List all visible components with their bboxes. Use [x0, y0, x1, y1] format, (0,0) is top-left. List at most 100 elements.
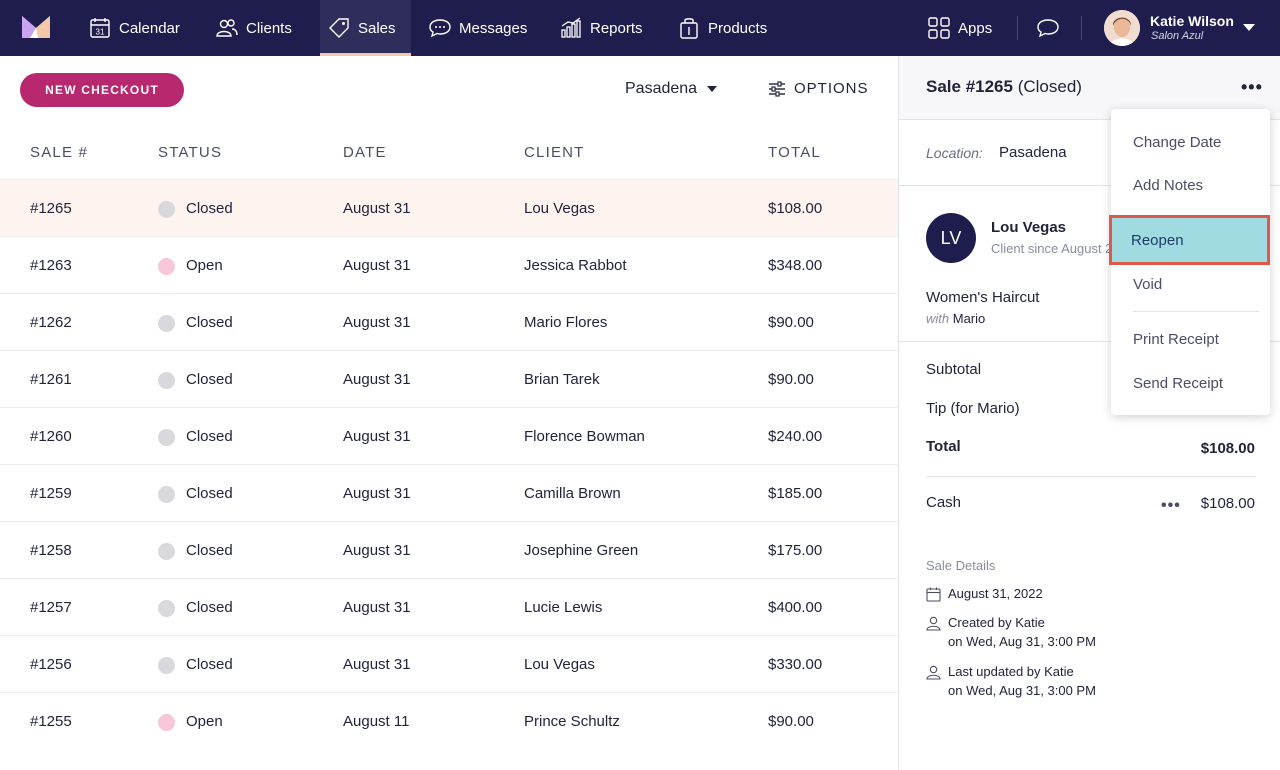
client-avatar[interactable]: LV — [926, 213, 976, 263]
cell-status: Open — [186, 713, 223, 730]
cell-date: August 31 — [343, 428, 411, 445]
column-header-date[interactable]: DATE — [343, 144, 387, 161]
table-row[interactable]: #1258 Closed August 31 Josephine Green $175.… — [0, 521, 898, 578]
cell-status: Closed — [186, 200, 233, 217]
user-name[interactable]: Katie Wilson — [1150, 13, 1234, 29]
sale-status: (Closed) — [1017, 77, 1082, 96]
cell-date: August 31 — [343, 371, 411, 388]
user-menu-caret-icon[interactable] — [1243, 24, 1255, 31]
menu-item-void[interactable]: Void — [1133, 275, 1163, 293]
cell-total: $108.00 — [768, 200, 823, 217]
updated-by-line1: Last updated by Katie — [948, 664, 1074, 679]
divider — [899, 185, 1280, 186]
table-row[interactable]: #1256 Closed August 31 Lou Vegas $330.00 — [0, 635, 898, 692]
new-checkout-button[interactable]: NEW CHECKOUT — [20, 73, 184, 107]
menu-item-send-receipt[interactable]: Send Receipt — [1133, 374, 1224, 392]
table-row[interactable]: #1261 Closed August 31 Brian Tarek $90.00 — [0, 350, 898, 407]
menu-item-change-date[interactable]: Change Date — [1133, 133, 1222, 151]
service-name: Women's Haircut — [926, 289, 1040, 306]
cell-status: Open — [186, 257, 223, 274]
nav-divider — [1017, 16, 1018, 40]
location-select-value: Pasadena — [625, 80, 698, 97]
payment-amount: $108.00 — [1200, 495, 1255, 512]
column-header-client[interactable]: CLIENT — [524, 144, 585, 161]
nav-reports[interactable]: Reports — [560, 0, 643, 56]
options-label: OPTIONS — [794, 80, 869, 97]
menu-item-print-receipt[interactable]: Print Receipt — [1133, 330, 1219, 348]
chat-button[interactable] — [1037, 0, 1059, 56]
cell-sale-number: #1256 — [30, 656, 72, 673]
divider — [899, 341, 1280, 342]
status-dot-icon — [158, 486, 175, 503]
cell-status: Closed — [186, 656, 233, 673]
top-navigation-bar: 31 Calendar Clients Sales Messages — [0, 0, 1280, 56]
table-row[interactable]: #1265 Closed August 31 Lou Vegas $108.00 — [0, 179, 898, 236]
table-row[interactable]: #1255 Open August 11 Prince Schultz $90.00 — [0, 692, 898, 749]
nav-apps-label: Apps — [958, 19, 993, 37]
cell-sale-number: #1265 — [30, 200, 72, 217]
cell-date: August 31 — [343, 200, 411, 217]
chevron-down-icon — [707, 86, 718, 92]
column-header-sale[interactable]: SALE # — [30, 144, 89, 161]
nav-sales[interactable]: Sales — [320, 0, 411, 56]
apps-grid-icon — [928, 17, 950, 39]
more-options-icon[interactable]: ••• — [1241, 77, 1263, 97]
tip-label: Tip (for Mario) — [926, 400, 1020, 417]
menu-item-reopen[interactable]: Reopen — [1109, 215, 1270, 265]
status-dot-icon — [158, 543, 175, 560]
nav-sales-label: Sales — [358, 19, 396, 37]
table-row[interactable]: #1260 Closed August 31 Florence Bowman $240.… — [0, 407, 898, 464]
cell-client: Josephine Green — [524, 542, 639, 559]
column-header-status[interactable]: STATUS — [158, 144, 223, 161]
nav-products[interactable]: Products — [678, 0, 767, 56]
cell-status: Closed — [186, 371, 233, 388]
cell-date: August 31 — [343, 542, 411, 559]
nav-products-label: Products — [708, 19, 768, 37]
client-name[interactable]: Lou Vegas — [991, 219, 1067, 236]
nav-calendar[interactable]: 31 Calendar — [89, 0, 180, 56]
products-icon — [680, 18, 698, 39]
created-by-line2: on Wed, Aug 31, 3:00 PM — [948, 634, 1096, 649]
created-by: Created by Katie on Wed, Aug 31, 3:00 PM — [948, 613, 1096, 651]
table-row[interactable]: #1263 Open August 31 Jessica Rabbot $348.00 — [0, 236, 898, 293]
nav-messages[interactable]: Messages — [429, 0, 527, 56]
cell-total: $175.00 — [768, 542, 823, 559]
table-row[interactable]: #1259 Closed August 31 Camilla Brown $185.00 — [0, 464, 898, 521]
divider — [926, 476, 1256, 477]
table-row[interactable]: #1257 Closed August 31 Lucie Lewis $400.00 — [0, 578, 898, 635]
cell-client: Lucie Lewis — [524, 599, 603, 616]
cell-client: Lou Vegas — [524, 656, 595, 673]
column-header-total[interactable]: TOTAL — [768, 144, 821, 161]
sales-tag-icon — [329, 18, 349, 38]
payment-options-icon[interactable]: ••• — [1161, 497, 1181, 514]
total-label: Total — [926, 438, 961, 455]
cell-client: Florence Bowman — [524, 428, 645, 445]
nav-calendar-label: Calendar — [119, 19, 180, 37]
location-value: Pasadena — [999, 144, 1067, 161]
cell-client: Lou Vegas — [524, 200, 595, 217]
user-avatar[interactable] — [1104, 10, 1140, 46]
nav-clients[interactable]: Clients — [216, 0, 292, 56]
location-select[interactable]: Pasadena — [625, 80, 718, 98]
app-logo[interactable] — [22, 16, 50, 38]
cell-date: August 31 — [343, 656, 411, 673]
nav-messages-label: Messages — [459, 19, 528, 37]
cell-client: Mario Flores — [524, 314, 608, 331]
calendar-icon: 31 — [90, 18, 110, 38]
subtotal-label: Subtotal — [926, 361, 982, 378]
table-row[interactable]: #1262 Closed August 31 Mario Flores $90.00 — [0, 293, 898, 350]
menu-item-add-notes[interactable]: Add Notes — [1133, 176, 1204, 194]
clients-icon — [216, 19, 238, 37]
cell-date: August 11 — [343, 713, 410, 730]
options-button[interactable]: OPTIONS — [768, 80, 869, 97]
nav-apps[interactable]: Apps — [928, 0, 992, 56]
cell-total: $330.00 — [768, 656, 823, 673]
sale-number: Sale #1265 — [926, 77, 1013, 96]
cell-sale-number: #1263 — [30, 257, 72, 274]
updated-by: Last updated by Katie on Wed, Aug 31, 3:… — [948, 662, 1096, 700]
status-dot-icon — [158, 315, 175, 332]
chat-bubble-icon — [1037, 19, 1059, 38]
service-staff-name: Mario — [952, 311, 986, 326]
user-avatar-image — [1104, 10, 1140, 46]
cell-date: August 31 — [343, 314, 411, 331]
